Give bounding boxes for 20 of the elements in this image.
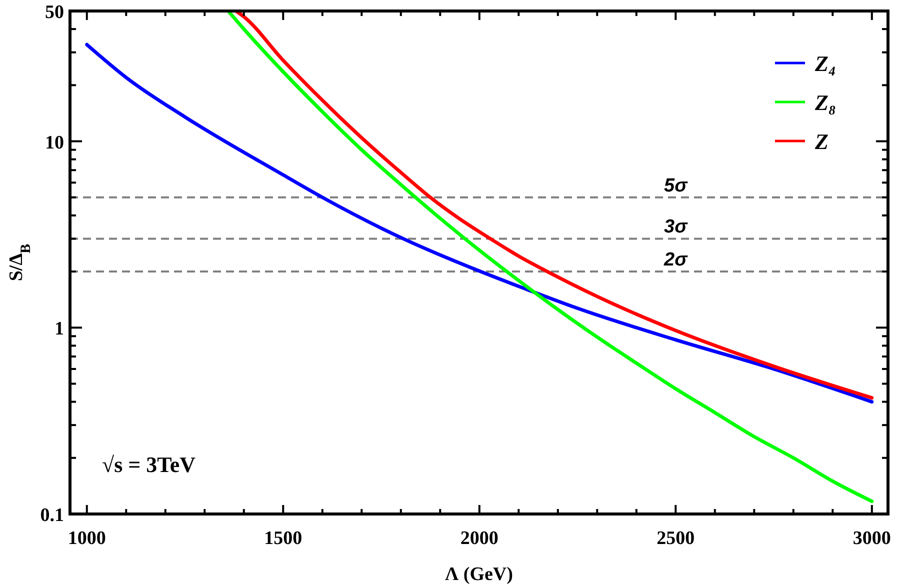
y-tick-label: 0.1 bbox=[40, 505, 64, 526]
y-tick-label: 50 bbox=[45, 2, 64, 23]
x-tick-label: 2000 bbox=[460, 528, 498, 549]
legend-label: Z bbox=[814, 129, 828, 154]
legend-label: Z₄ bbox=[814, 51, 836, 76]
ref-line-label: 5σ bbox=[664, 175, 689, 196]
ref-line-label: 2σ bbox=[663, 250, 689, 271]
y-tick-label: 1 bbox=[54, 318, 64, 340]
y-tick-label: 10 bbox=[45, 132, 64, 154]
legend-label: Z₈ bbox=[814, 90, 836, 115]
x-tick-label: 1000 bbox=[68, 528, 106, 549]
line-series bbox=[226, 11, 874, 504]
x-tick-label: 1500 bbox=[264, 528, 302, 549]
line-series bbox=[234, 11, 874, 400]
line-series bbox=[85, 42, 874, 404]
annotation: √s = 3TeV bbox=[102, 452, 196, 477]
ref-line-label: 3σ bbox=[664, 216, 689, 238]
x-tick-label: 3000 bbox=[852, 528, 891, 549]
x-tick-label: 2500 bbox=[656, 528, 695, 549]
x-axis-title: Λ (GeV) bbox=[445, 564, 513, 585]
